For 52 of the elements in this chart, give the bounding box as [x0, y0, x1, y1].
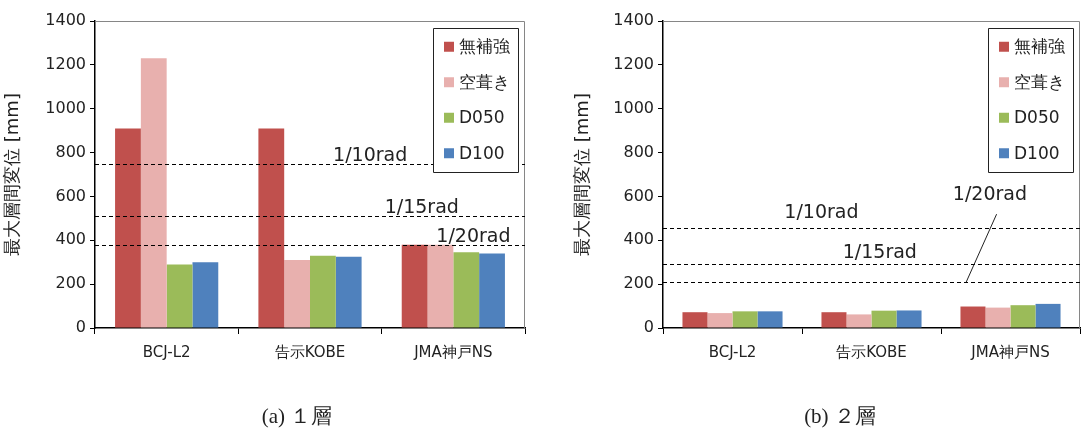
legend-label: 無補強 — [1014, 36, 1065, 57]
bar — [335, 256, 362, 328]
y-tick-label: 200 — [623, 273, 654, 293]
bar — [427, 244, 454, 328]
legend-label: D050 — [1014, 107, 1060, 128]
y-tick-label: 600 — [623, 185, 654, 205]
legend-label: D050 — [459, 107, 505, 128]
bar — [453, 252, 480, 328]
bar — [192, 262, 219, 328]
y-tick-label: 1200 — [45, 54, 86, 74]
legend-label: D100 — [1014, 142, 1060, 163]
text: (b) ２層 — [804, 403, 876, 429]
bar — [115, 128, 141, 328]
y-tick-label: 1000 — [45, 97, 86, 117]
x-tick-label: BCJ-L2 — [142, 342, 191, 361]
bar — [140, 58, 167, 328]
y-tick-label: 800 — [55, 141, 86, 161]
y-tick-label: 1400 — [613, 10, 654, 30]
ref-line-label: 1/10rad — [784, 200, 859, 223]
y-tick-label: 1000 — [613, 97, 654, 117]
ref-line-label: 1/20rad — [436, 224, 511, 247]
legend-label: D100 — [459, 142, 505, 163]
x-tick-label: JMA神戸NS — [413, 342, 493, 361]
x-tick-label: BCJ-L2 — [708, 342, 757, 361]
y-tick-label: 600 — [55, 185, 86, 205]
bar — [284, 260, 310, 328]
y-tick-label: 1200 — [613, 54, 654, 74]
ref-line-label: 1/15rad — [842, 239, 917, 262]
x-tick-label: 告示KOBE — [274, 342, 346, 361]
bar — [258, 128, 285, 328]
y-tick-label: 400 — [55, 229, 86, 249]
legend-label: 空葺き — [459, 71, 510, 92]
y-tick-label: 800 — [623, 141, 654, 161]
x-tick-label: JMA神戸NS — [970, 342, 1050, 361]
bar — [479, 253, 505, 328]
legend-label: 無補強 — [459, 36, 510, 57]
legend-label: 空葺き — [1014, 71, 1065, 92]
bar — [166, 264, 193, 328]
bar — [401, 244, 428, 328]
y-tick-label: 1400 — [45, 10, 86, 30]
y-tick-label: 400 — [623, 229, 654, 249]
y-tick-label: 200 — [55, 273, 86, 293]
y-axis-title: 最大層間変位 [mm] — [571, 93, 593, 256]
bar — [310, 255, 336, 328]
y-axis-title: 最大層間変位 [mm] — [1, 93, 23, 256]
y-tick-label: 0 — [643, 317, 654, 337]
ref-line-label: 1/20rad — [952, 182, 1028, 205]
ref-line-label: 1/10rad — [333, 142, 408, 165]
y-tick-label: 0 — [75, 317, 86, 337]
x-tick-label: 告示KOBE — [836, 342, 907, 361]
ref-line-label: 1/15rad — [384, 195, 459, 218]
text: (a) １層 — [261, 403, 333, 429]
